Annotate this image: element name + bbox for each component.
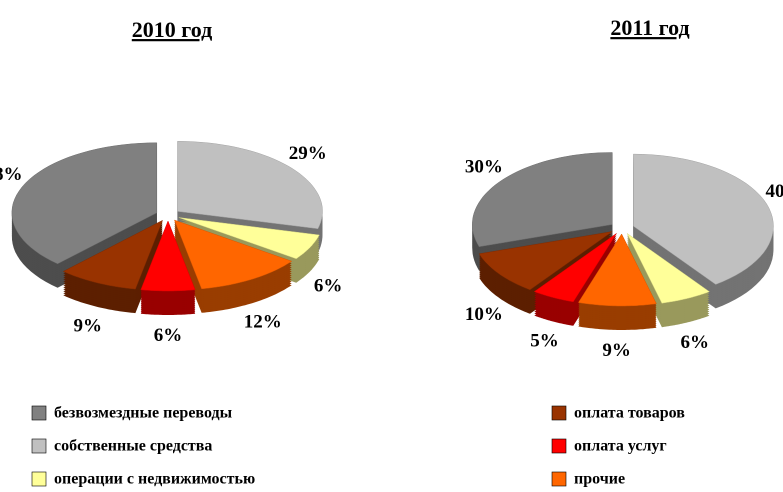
slice (173, 219, 293, 290)
data-label: 6% (154, 325, 183, 346)
slice (140, 220, 196, 292)
data-label: 12% (244, 311, 282, 332)
pie-chart: 2011 год 40% 6% 9% 5% 10% 30% (465, 15, 783, 361)
legend-label: операции с недвижимостью (54, 471, 255, 488)
pies: 2010 год 29% 6% 12% 6% 9% 38% 2011 год 40% 6% 9% 5%… (0, 15, 783, 361)
data-label: 9% (73, 315, 102, 336)
data-label: 6% (314, 276, 343, 297)
chart-title: 2011 год (610, 15, 689, 40)
legend-label: оплата услуг (574, 438, 667, 455)
data-label: 29% (289, 143, 327, 164)
slice (633, 153, 774, 285)
legend-swatch (31, 471, 47, 487)
data-label: 5% (530, 331, 559, 352)
slice (533, 233, 617, 303)
slice (62, 219, 164, 290)
slice (11, 142, 158, 265)
chart-title: 2010 год (132, 17, 212, 42)
legend-label: собственные средства (54, 438, 212, 455)
slice (478, 231, 613, 291)
legend-label: безвозмездные переводы (54, 405, 233, 422)
slice (577, 233, 657, 307)
slice (178, 217, 320, 259)
legend-swatch (31, 405, 47, 421)
legend-swatch (551, 405, 567, 421)
legend: безвозмездные переводы собственные средст… (31, 405, 685, 488)
data-label: 38% (0, 164, 23, 185)
slice (626, 233, 710, 304)
data-label: 40% (765, 181, 783, 202)
data-label: 10% (465, 304, 503, 325)
pie-chart: 2010 год 29% 6% 12% 6% 9% 38% (0, 17, 342, 346)
legend-swatch (31, 438, 47, 454)
legend-swatch (551, 471, 567, 487)
legend-swatch (551, 438, 567, 454)
slice (177, 141, 323, 229)
data-label: 6% (680, 332, 709, 353)
data-label: 9% (602, 340, 631, 361)
legend-label: прочие (574, 471, 625, 488)
legend-label: оплата товаров (574, 405, 685, 422)
slice (472, 152, 613, 247)
data-label: 30% (465, 157, 503, 178)
